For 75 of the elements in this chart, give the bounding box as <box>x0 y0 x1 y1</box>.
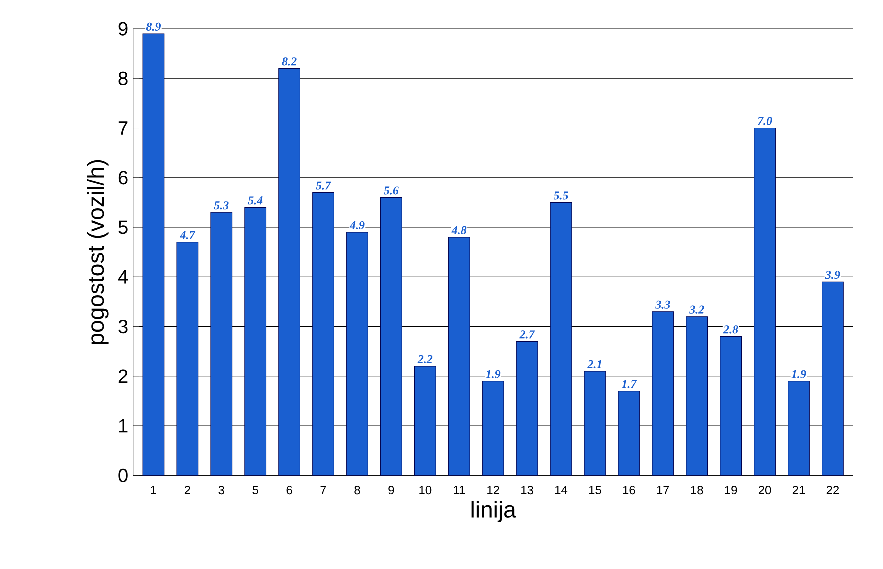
y-tick-label: 6 <box>118 171 128 185</box>
x-axis-title: linija <box>472 501 516 523</box>
x-tick-label: 9 <box>388 486 394 495</box>
x-tick-label: 11 <box>454 486 466 494</box>
data-label: 2.7 <box>520 330 536 339</box>
x-tick-label: 5 <box>252 486 258 494</box>
bar <box>312 192 334 476</box>
bar <box>244 207 267 476</box>
x-tick-label: 10 <box>420 486 432 495</box>
bar <box>414 366 436 476</box>
data-label: 3.2 <box>690 306 704 314</box>
bar <box>210 212 233 476</box>
x-tick-label: 16 <box>623 486 636 495</box>
y-tick-label: 3 <box>118 320 128 334</box>
x-tick-label: 17 <box>657 486 670 494</box>
data-label: 7.0 <box>758 117 772 126</box>
x-tick-label: 18 <box>691 486 704 495</box>
bar <box>686 316 708 476</box>
bar <box>550 202 572 476</box>
x-tick-label: 3 <box>218 486 224 495</box>
x-tick-label: 6 <box>286 486 292 495</box>
bar <box>788 381 810 476</box>
x-tick-label: 12 <box>488 486 500 494</box>
data-label: 2.1 <box>588 360 602 369</box>
y-tick-label: 8 <box>118 72 128 86</box>
y-tick-label: 0 <box>118 468 128 482</box>
data-label: 5.4 <box>248 196 263 205</box>
x-tick-label: 1 <box>151 486 156 494</box>
bar <box>754 128 776 476</box>
bar <box>482 381 504 476</box>
bar <box>346 232 368 476</box>
x-tick-label: 21 <box>792 486 806 494</box>
x-tick-label: 2 <box>184 486 190 494</box>
y-tick-label: 4 <box>118 270 128 284</box>
data-label: 8.2 <box>282 58 297 66</box>
data-label: 2.8 <box>723 326 738 334</box>
data-label: 5.7 <box>316 182 332 190</box>
bar <box>516 341 538 476</box>
y-tick-label: 9 <box>118 22 128 36</box>
bar <box>652 312 674 476</box>
data-label: 8.9 <box>146 22 162 32</box>
x-tick-label: 20 <box>758 486 772 495</box>
data-label: 5.5 <box>554 192 568 200</box>
bar <box>278 68 300 476</box>
x-tick-label: 13 <box>522 486 534 495</box>
data-label: 4.9 <box>350 221 365 230</box>
data-label: 3.3 <box>656 300 670 309</box>
data-label: 4.8 <box>452 226 467 235</box>
bar <box>618 391 640 476</box>
y-axis-title: pogostost (vozil/h) <box>87 160 109 344</box>
data-label: 5.3 <box>214 202 229 210</box>
data-label: 3.9 <box>825 271 840 280</box>
data-label: 1.9 <box>486 370 501 378</box>
data-label: 1.9 <box>792 370 806 378</box>
y-tick-label: 2 <box>118 370 128 384</box>
data-label: 2.2 <box>418 355 433 364</box>
x-tick-label: 15 <box>589 486 602 494</box>
y-tick-label: 1 <box>119 419 128 433</box>
x-tick-label: 14 <box>556 486 568 494</box>
data-label: 5.6 <box>384 186 399 195</box>
data-label: 4.7 <box>180 231 196 240</box>
bar <box>720 336 742 476</box>
y-tick-label: 7 <box>118 122 128 135</box>
data-label: 1.7 <box>622 380 638 388</box>
bar <box>176 242 199 476</box>
x-tick-label: 8 <box>354 486 360 495</box>
bar <box>584 371 606 476</box>
bar <box>448 237 470 476</box>
x-tick-label: 19 <box>725 486 738 495</box>
bar <box>822 282 844 476</box>
bar <box>142 34 165 476</box>
x-tick-label: 22 <box>826 486 840 494</box>
y-tick-label: 5 <box>118 220 128 234</box>
x-tick-label: 7 <box>320 486 326 494</box>
bar <box>380 197 402 476</box>
